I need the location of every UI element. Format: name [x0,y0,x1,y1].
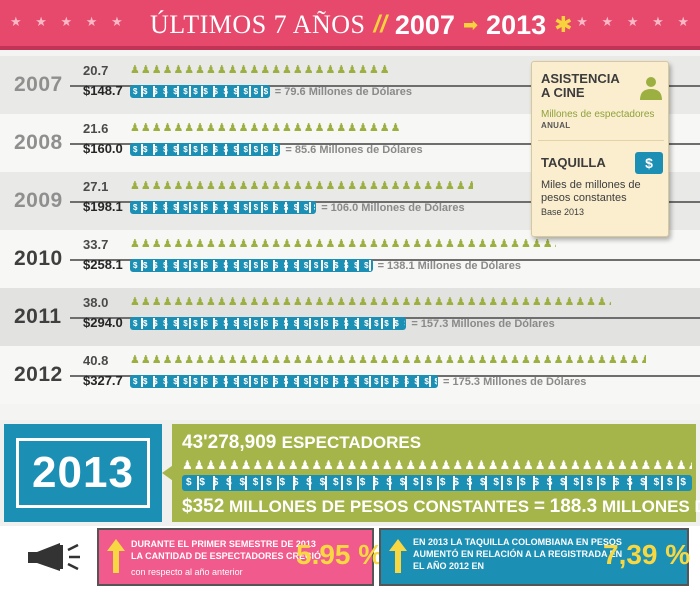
year-label: 2008 [14,131,63,154]
box-office-line: $352 MILLONES DE PESOS CONSTANTES = 188.… [182,496,700,518]
arrow-up-icon [107,539,125,573]
summary-2013-band: 2013 43'278,909 ESPECTADORES ♟♟♟♟♟♟♟♟♟♟♟… [0,420,700,526]
box-office-usd-word: MILLONES DE DÓLARES [601,497,700,516]
box-office-equals: = [533,496,545,517]
year-row: 2010 33.7 $258.1 ♟♟♟♟♟♟♟♟♟♟♟♟♟♟♟♟♟♟♟♟♟♟♟♟♟♟… [0,230,700,288]
box-office-usd-amount: 188.3 [549,496,598,517]
box-office-bar-group: $$$$$$$$$$$$$$$$$$$$$$$$$$$$$$$$$$$$$$$$… [130,316,555,331]
attendance-value: 21.6 [83,121,109,136]
spectators-line: 43'278,909 ESPECTADORES [182,432,421,454]
legend-attendance-unit: Millones de espectadores [541,109,655,120]
megaphone-icon [28,543,80,571]
attendance-value: 27.1 [83,179,109,194]
attendance-value: 20.7 [83,63,109,78]
box-office-usd-label: = 106.0 Millones de Dólares [321,201,465,214]
stat-box-office-line-1: EN 2013 LA TAQUILLA COLOMBIANA EN PESOS [413,537,622,547]
box-office-bar-group: $$$$$$$$$$$$$$$$$$$$$$$$$$$$$$$$$$$$$$$$… [130,142,423,157]
year-label: 2012 [14,363,63,386]
box-office-value: $148.7 [83,83,123,98]
header-title: ÚLTIMOS 7 AÑOS // 2007 ➡ 2013 ✱ [150,10,573,40]
box-office-value: $327.7 [83,373,123,388]
attendance-value: 33.7 [83,237,109,252]
year-2013-badge: 2013 [4,424,162,522]
box-office-value: $198.1 [83,199,123,214]
arrow-up-icon [389,539,407,573]
box-office-amount: $352 [182,496,225,517]
box-office-bar-group: $$$$$$$$$$$$$$$$$$$$$$$$$$$$$$$$$$$$$$$$… [130,258,521,273]
legend-box-note: Base 2013 [541,207,585,217]
year-row: 2012 40.8 $327.7 ♟♟♟♟♟♟♟♟♟♟♟♟♟♟♟♟♟♟♟♟♟♟♟♟♟♟… [0,346,700,404]
row-divider [70,143,700,145]
row-divider [70,201,700,203]
box-office-usd-label: = 175.3 Millones de Dólares [443,375,587,388]
stars-right: ★ ★ ★ ★ ★ [576,14,694,29]
year-row: 2011 38.0 $294.0 ♟♟♟♟♟♟♟♟♟♟♟♟♟♟♟♟♟♟♟♟♟♟♟♟♟♟… [0,288,700,346]
year-label: 2010 [14,247,63,270]
box-office-usd-label: = 157.3 Millones de Dólares [411,317,555,330]
year-label: 2007 [14,73,63,96]
box-office-cop-word: MILLONES DE PESOS CONSTANTES [229,497,530,516]
arrow-right-icon: ➡ [462,14,479,35]
attendance-people-bar: ♟♟♟♟♟♟♟♟♟♟♟♟♟♟♟♟♟♟♟♟♟♟♟♟♟♟♟♟♟♟♟♟♟♟♟♟♟♟♟♟… [130,238,557,250]
stars-left: ★ ★ ★ ★ ★ [10,14,128,29]
box-office-ticket-bar: $$$$$$$$$$$$$$$$$$$$$$$$$$$$$$$$$$$$$$$$… [130,375,438,388]
year-2013-label: 2013 [16,438,150,508]
spectators-number: 43'278,909 [182,432,277,453]
stat-box-office-growth: EN 2013 LA TAQUILLA COLOMBIANA EN PESOS … [379,528,691,586]
box-office-bar-group: $$$$$$$$$$$$$$$$$$$$$$$$$$$$$$$$$$$$$$$$… [130,84,412,99]
stat-attendance-growth: DURANTE EL PRIMER SEMESTRE DE 2013 LA CA… [97,528,383,586]
attendance-people-bar: ♟♟♟♟♟♟♟♟♟♟♟♟♟♟♟♟♟♟♟♟♟♟♟♟♟♟♟♟♟♟♟♟♟♟♟♟♟♟♟♟… [130,180,473,192]
row-divider [70,85,700,87]
box-office-bar-group: $$$$$$$$$$$$$$$$$$$$$$$$$$$$$$$$$$$$$$$$… [130,374,586,389]
box-office-ticket-bar: $$$$$$$$$$$$$$$$$$$$$$$$$$$$$$$$$$$$$$$$… [130,85,270,98]
attendance-people-bar: ♟♟♟♟♟♟♟♟♟♟♟♟♟♟♟♟♟♟♟♟♟♟♟♟♟♟♟♟♟♟♟♟♟♟♟♟♟♟♟♟… [130,354,646,366]
asterisk-icon: ✱ [554,12,573,37]
year-label: 2011 [14,305,62,328]
stat-box-office-line-3: EL AÑO 2012 EN [413,561,485,571]
stat-attendance-line-1: DURANTE EL PRIMER SEMESTRE DE 2013 [131,539,316,549]
box-office-value: $160.0 [83,141,123,156]
legend-box-title: TAQUILLA [541,155,606,170]
header-title-text: ÚLTIMOS 7 AÑOS [150,10,366,39]
stat-box-office-line-2: AUMENTÓ EN RELACIÓN A LA REGISTRADA EN [413,549,623,559]
legend-attendance-note: ANUAL [541,121,571,130]
header-year-to: 2013 [486,9,547,40]
stat-attendance-subline: con respecto al año anterior [131,567,243,577]
year-label: 2009 [14,189,63,212]
box-office-ticket-bar: $$$$$$$$$$$$$$$$$$$$$$$$$$$$$$$$$$$$$$$$… [130,259,373,272]
box-office-value: $294.0 [83,315,123,330]
legend-box-unit: Miles de millones de pesos constantes [541,179,641,204]
box-office-usd-label: = 138.1 Millones de Dólares [377,259,521,272]
box-office-usd-label: = 85.6 Millones de Dólares [285,143,423,156]
ticket-dollar-icon: $ [635,152,663,174]
legend-card: ASISTENCIA A CINE Millones de espectador… [531,61,669,237]
stat-attendance-percent: 5.95 % [296,539,384,570]
legend-attendance-title: ASISTENCIA A CINE [541,71,620,100]
bottom-stats: DURANTE EL PRIMER SEMESTRE DE 2013 LA CA… [0,526,700,592]
header-separator: // [373,11,387,38]
box-office-value: $258.1 [83,257,123,272]
box-office-ticket-bar: $$$$$$$$$$$$$$$$$$$$$$$$$$$$$$$$$$$$$$$$ [182,475,692,491]
summary-2013-panel: 43'278,909 ESPECTADORES ♟♟♟♟♟♟♟♟♟♟♟♟♟♟♟♟… [172,424,700,522]
attendance-value: 38.0 [83,295,109,310]
spectators-word: ESPECTADORES [281,433,422,452]
box-office-ticket-bar: $$$$$$$$$$$$$$$$$$$$$$$$$$$$$$$$$$$$$$$$… [130,317,407,330]
header-year-from: 2007 [394,9,455,40]
attendance-value: 40.8 [83,353,109,368]
legend-divider [538,140,664,141]
person-icon [640,77,662,100]
attendance-people-bar: ♟♟♟♟♟♟♟♟♟♟♟♟♟♟♟♟♟♟♟♟♟♟♟♟♟♟♟♟♟♟♟♟♟♟♟♟♟♟♟♟… [130,64,392,76]
stat-box-office-percent: 7,39 % [603,539,691,570]
row-divider [70,259,700,261]
box-office-usd-label: = 79.6 Millones de Dólares [274,85,413,98]
header-banner: ★ ★ ★ ★ ★ ÚLTIMOS 7 AÑOS // 2007 ➡ 2013 … [0,0,700,50]
box-office-ticket-bar: $$$$$$$$$$$$$$$$$$$$$$$$$$$$$$$$$$$$$$$$… [130,201,317,214]
box-office-bar-group: $$$$$$$$$$$$$$$$$$$$$$$$$$$$$$$$$$$$$$$$… [130,200,465,215]
attendance-people-bar: ♟♟♟♟♟♟♟♟♟♟♟♟♟♟♟♟♟♟♟♟♟♟♟♟♟♟♟♟♟♟♟♟♟♟♟♟♟♟♟♟… [130,296,611,308]
box-office-ticket-bar: $$$$$$$$$$$$$$$$$$$$$$$$$$$$$$$$$$$$$$$$… [130,143,281,156]
spectators-people-row: ♟♟♟♟♟♟♟♟♟♟♟♟♟♟♟♟♟♟♟♟♟♟♟♟♟♟♟♟♟♟♟♟♟♟♟♟♟♟♟♟… [182,459,692,471]
attendance-people-bar: ♟♟♟♟♟♟♟♟♟♟♟♟♟♟♟♟♟♟♟♟♟♟♟♟♟♟♟♟♟♟♟♟♟♟♟♟♟♟♟♟… [130,122,403,134]
stat-attendance-line-2: LA CANTIDAD DE ESPECTADORES CRECIÓ [131,551,322,561]
